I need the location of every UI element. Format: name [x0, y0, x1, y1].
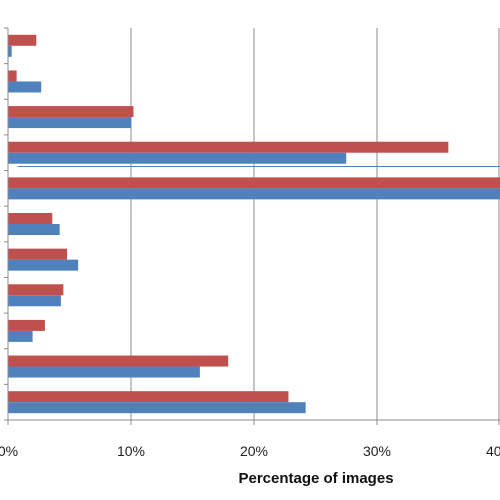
bar-series2-cat3: [8, 117, 131, 129]
bar-series1-cat5: [8, 177, 500, 189]
bar-series2-cat7: [8, 259, 79, 271]
bar-series2-cat8: [8, 295, 61, 307]
bar-series1-cat3: [8, 106, 134, 118]
x-tick-label-3: 30%: [363, 443, 391, 459]
tick-labels: 0% 10% 20% 30% 40%: [0, 443, 500, 459]
bars: [8, 34, 500, 414]
bar-series1-cat6: [8, 213, 53, 224]
bar-series1-cat1: [8, 34, 37, 46]
bar-series2-cat10: [8, 366, 200, 378]
bar-series1-cat4: [8, 141, 449, 153]
bar-series2-cat5: [8, 188, 500, 200]
x-tick-label-4: 40%: [486, 443, 500, 459]
grid-lines: [130, 28, 500, 420]
axes: [4, 27, 500, 425]
bar-series2-cat9: [8, 330, 33, 342]
bar-series1-cat9: [8, 319, 45, 331]
bar-series1-cat8: [8, 284, 64, 296]
bar-series2-cat1: [8, 45, 12, 57]
bar-series2-cat2: [8, 81, 42, 93]
x-axis-title: Percentage of images: [238, 470, 393, 487]
x-tick-label-0: 0%: [0, 443, 18, 459]
x-tick-label-1: 10%: [117, 443, 145, 459]
bar-series2-cat4: [8, 152, 347, 164]
bar-series1-cat2: [8, 70, 17, 82]
bar-series2-cat6: [8, 224, 60, 235]
bar-series1-cat11: [8, 391, 289, 403]
bar-series2-cat11: [8, 402, 306, 414]
bar-series1-cat10: [8, 355, 229, 367]
x-tick-label-2: 20%: [240, 443, 268, 459]
bar-series1-cat7: [8, 248, 68, 260]
